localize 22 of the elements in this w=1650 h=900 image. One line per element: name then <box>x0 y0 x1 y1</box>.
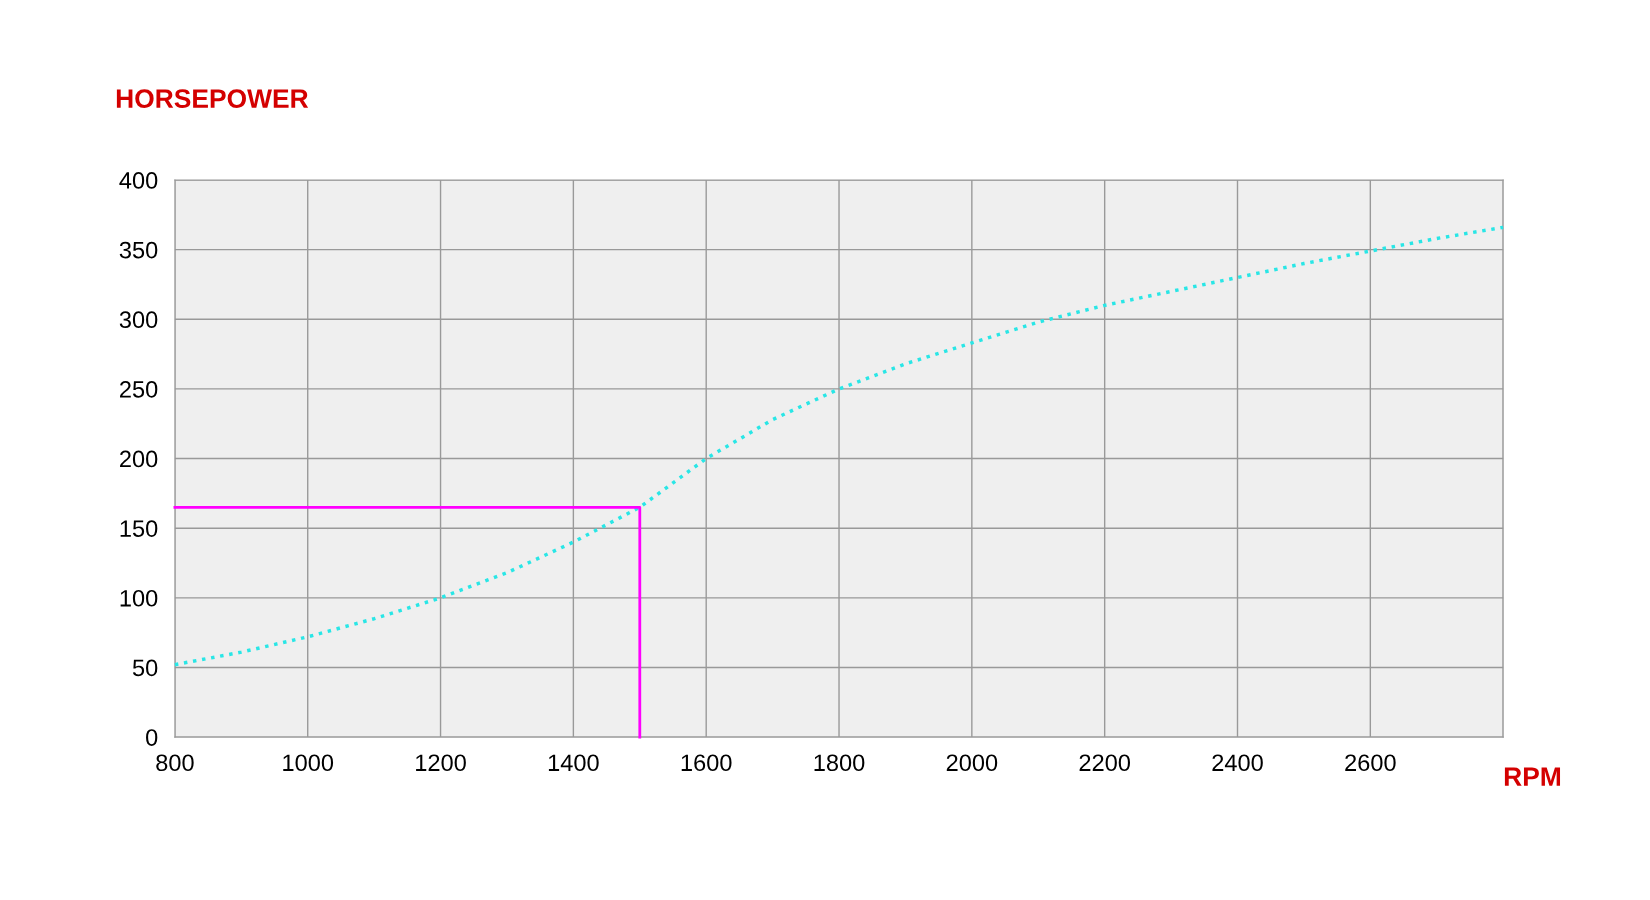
x-tick-label: 2600 <box>1345 754 1396 772</box>
y-tick-label: 400 <box>119 172 158 189</box>
y-tick-label: 150 <box>120 520 158 537</box>
x-axis-title: RPM <box>1504 767 1561 786</box>
y-tick-label: 300 <box>119 311 158 329</box>
y-tick-label: 50 <box>132 659 158 677</box>
y-tick-label: 0 <box>146 729 158 746</box>
x-tick-label: 2200 <box>1079 754 1131 772</box>
x-tick-label: 1800 <box>814 754 865 772</box>
x-tick-label: 800 <box>156 754 194 772</box>
x-tick-label: 1200 <box>416 754 466 772</box>
y-axis-title: HORSEPOWER <box>116 89 309 108</box>
x-tick-label: 1600 <box>681 754 732 772</box>
line-series <box>173 225 1505 667</box>
y-tick-label: 100 <box>120 589 158 607</box>
y-tick-label: 200 <box>120 450 158 468</box>
x-tick-label: 1400 <box>548 754 599 772</box>
y-tick-label: 350 <box>119 241 158 259</box>
y-tick-label: 250 <box>120 380 158 398</box>
x-tick-label: 1000 <box>283 754 334 772</box>
x-tick-label: 2400 <box>1212 754 1263 772</box>
x-tick-label: 2000 <box>946 754 998 772</box>
